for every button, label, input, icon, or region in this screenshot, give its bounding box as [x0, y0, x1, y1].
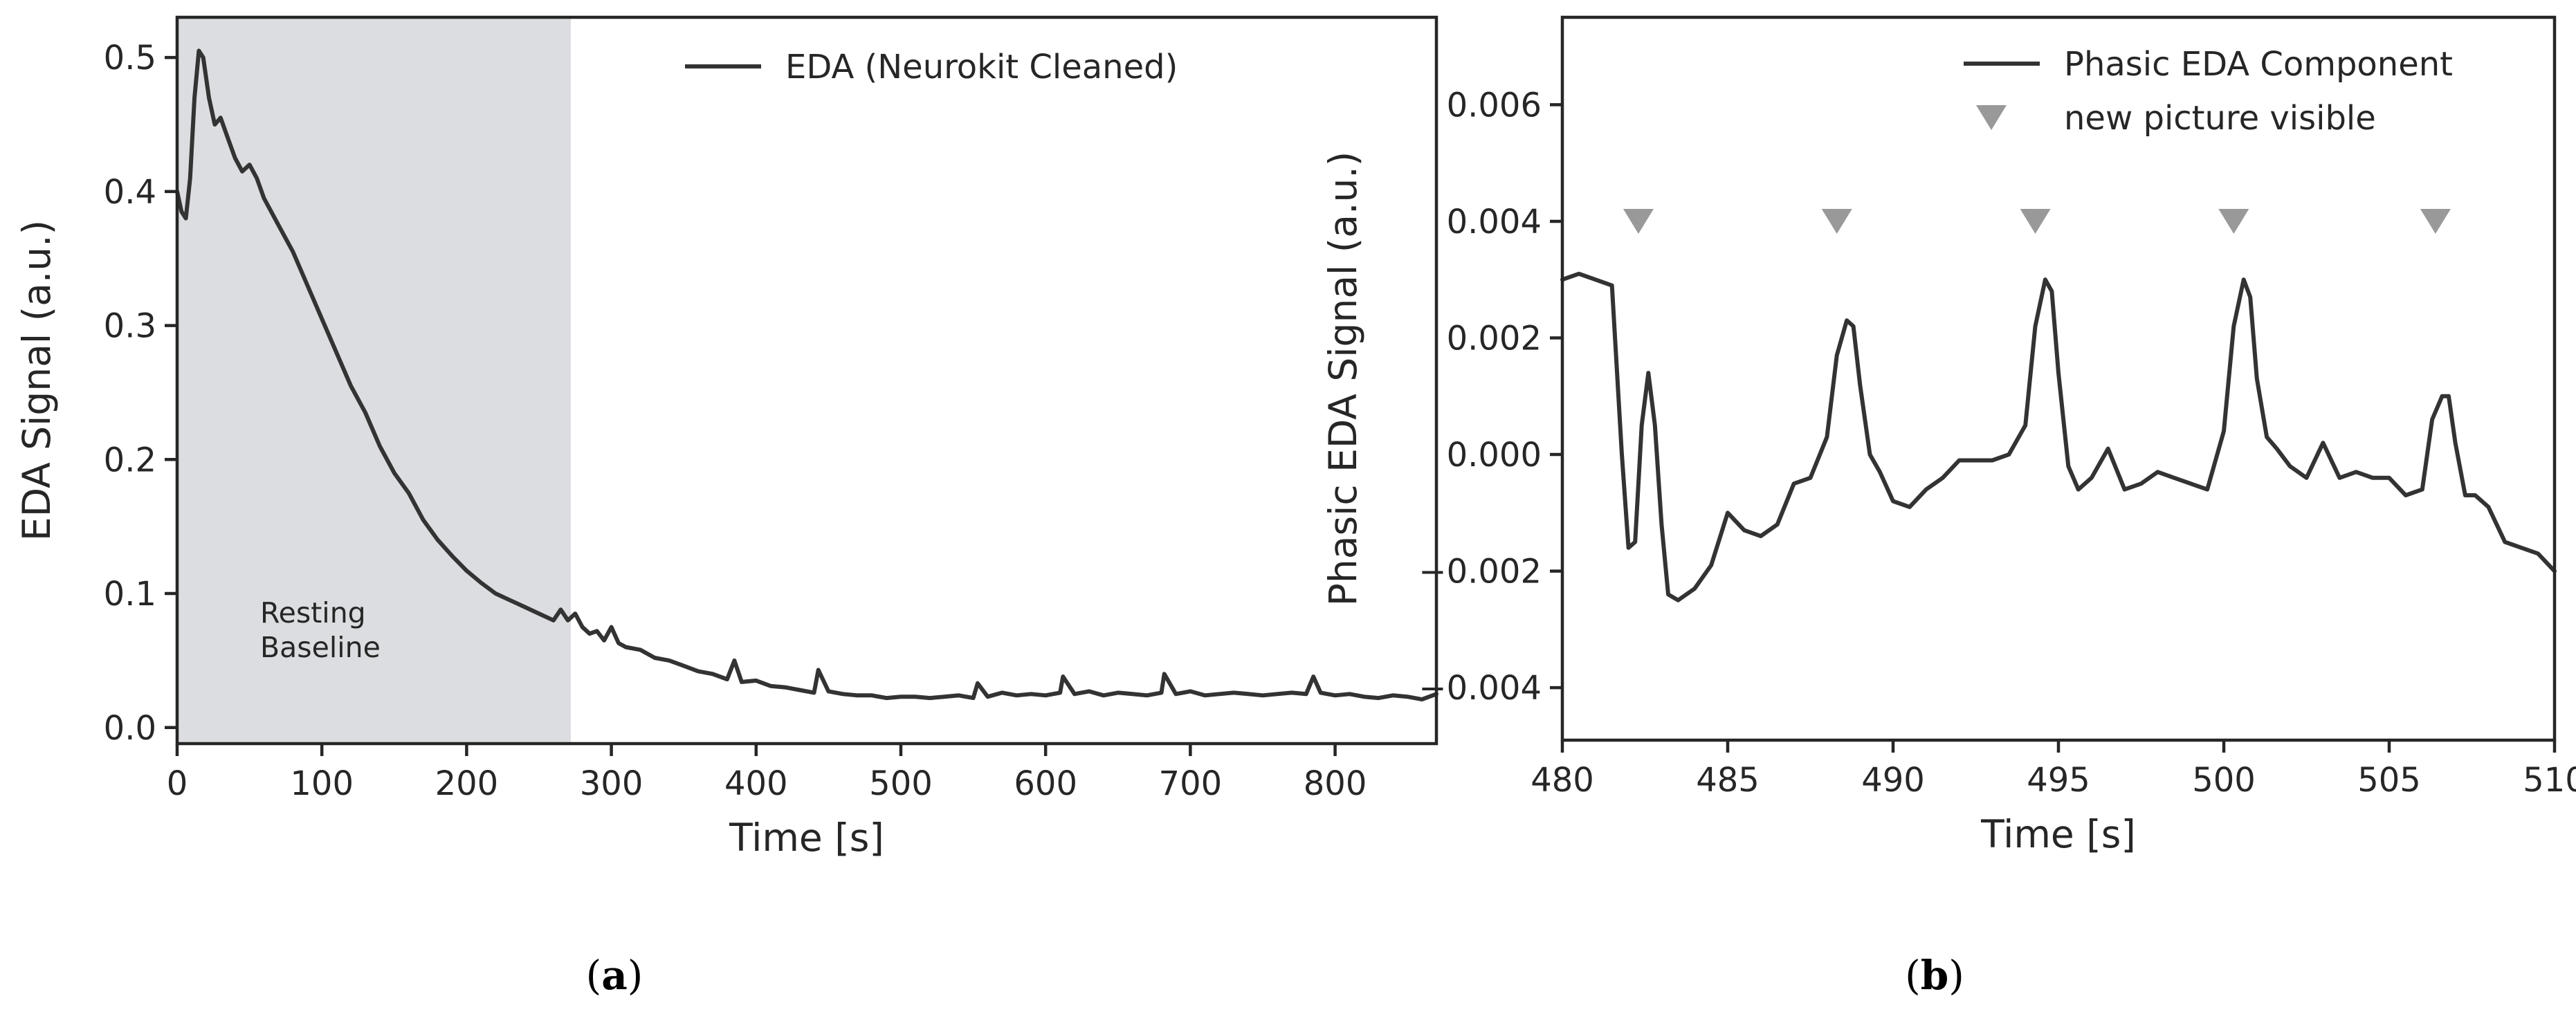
x-tick-label: 480 — [1531, 761, 1594, 800]
caption-a-letter: a — [601, 952, 628, 999]
y-tick-label: 0.2 — [104, 441, 156, 479]
axis-frame — [175, 15, 1438, 746]
panel-b: 480 485 490 495 500 505 510 −0.004 −0.002 0.000 0.… — [1321, 15, 2576, 856]
y-tick-label: −0.002 — [1418, 553, 1542, 591]
caption-b-open: ( — [1905, 952, 1921, 999]
y-tick-label: 0.006 — [1447, 86, 1542, 125]
x-tick-label: 510 — [2523, 761, 2576, 800]
x-tick-label: 600 — [1014, 764, 1077, 803]
x-tick-label: 490 — [1861, 761, 1925, 800]
caption-b: (b) — [1905, 952, 1964, 999]
x-tick-label: 485 — [1696, 761, 1760, 800]
y-tick-label: 0.3 — [104, 307, 156, 346]
legend-label: EDA (Neurokit Cleaned) — [785, 48, 1178, 86]
marker-new-picture — [2020, 208, 2051, 234]
legend-marker-swatch — [1976, 105, 2007, 130]
marker-new-picture — [1821, 208, 1852, 234]
shaded-region — [177, 17, 572, 744]
legend-label: new picture visible — [2064, 99, 2376, 138]
caption-a-close: ) — [628, 952, 643, 999]
x-tick-label: 400 — [724, 764, 788, 803]
x-tick-label: 500 — [2192, 761, 2256, 800]
x-tick-label: 700 — [1159, 764, 1223, 803]
x-tick-label: 0 — [167, 764, 188, 803]
x-tick-label: 200 — [435, 764, 499, 803]
y-tick-label: 0.4 — [104, 173, 156, 212]
x-tick-label: 500 — [869, 764, 933, 803]
y-tick-label: 0.0 — [104, 709, 156, 748]
x-axis-label: Time [s] — [1980, 812, 2136, 856]
y-axis-label: Phasic EDA Signal (a.u.) — [1321, 151, 1365, 607]
x-tick-label: 495 — [2027, 761, 2090, 800]
y-tick-label: 0.1 — [104, 575, 156, 614]
x-axis-label: Time [s] — [729, 816, 884, 860]
marker-new-picture — [1623, 208, 1654, 234]
series-line-0 — [1560, 271, 2557, 602]
caption-b-close: ) — [1948, 952, 1964, 999]
legend-label: Phasic EDA Component — [2064, 45, 2453, 84]
shaded-region-label: Baseline — [260, 631, 381, 664]
y-tick-label: 0.004 — [1447, 203, 1542, 241]
y-tick-label: 0.002 — [1447, 320, 1542, 358]
y-tick-label: 0.5 — [104, 39, 156, 77]
y-axis-label: EDA Signal (a.u.) — [15, 220, 59, 541]
x-tick-label: 505 — [2357, 761, 2421, 800]
marker-new-picture — [2218, 208, 2249, 234]
y-tick-label: 0.000 — [1447, 436, 1542, 475]
x-tick-label: 300 — [580, 764, 643, 803]
series-line-0 — [175, 48, 1438, 702]
caption-b-letter: b — [1921, 952, 1949, 999]
shaded-region-label: Resting — [260, 596, 366, 629]
marker-new-picture — [2420, 208, 2451, 234]
x-tick-label: 800 — [1304, 764, 1367, 803]
caption-a-open: ( — [586, 952, 602, 999]
caption-a: (a) — [586, 952, 643, 999]
y-tick-label: −0.004 — [1418, 669, 1542, 708]
x-tick-label: 100 — [290, 764, 354, 803]
